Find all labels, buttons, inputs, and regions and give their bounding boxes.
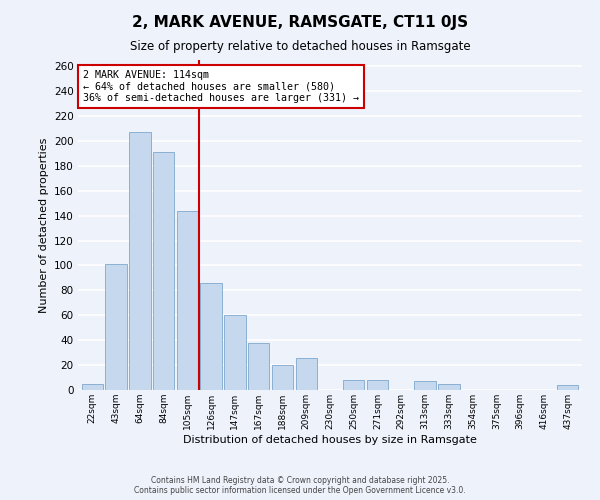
Bar: [367, 380, 388, 390]
Bar: [106, 264, 127, 390]
Y-axis label: Number of detached properties: Number of detached properties: [38, 138, 49, 312]
Bar: [343, 380, 364, 390]
X-axis label: Distribution of detached houses by size in Ramsgate: Distribution of detached houses by size …: [183, 434, 477, 444]
Bar: [129, 132, 151, 390]
Bar: [415, 382, 436, 390]
Bar: [82, 384, 103, 390]
Text: 2, MARK AVENUE, RAMSGATE, CT11 0JS: 2, MARK AVENUE, RAMSGATE, CT11 0JS: [132, 15, 468, 30]
Bar: [224, 316, 245, 390]
Text: 2 MARK AVENUE: 114sqm
← 64% of detached houses are smaller (580)
36% of semi-det: 2 MARK AVENUE: 114sqm ← 64% of detached …: [83, 70, 359, 103]
Bar: [557, 385, 578, 390]
Bar: [176, 210, 198, 390]
Text: Contains HM Land Registry data © Crown copyright and database right 2025.
Contai: Contains HM Land Registry data © Crown c…: [134, 476, 466, 495]
Bar: [248, 342, 269, 390]
Bar: [296, 358, 317, 390]
Bar: [200, 283, 222, 390]
Bar: [272, 365, 293, 390]
Bar: [153, 152, 174, 390]
Bar: [438, 384, 460, 390]
Text: Size of property relative to detached houses in Ramsgate: Size of property relative to detached ho…: [130, 40, 470, 53]
